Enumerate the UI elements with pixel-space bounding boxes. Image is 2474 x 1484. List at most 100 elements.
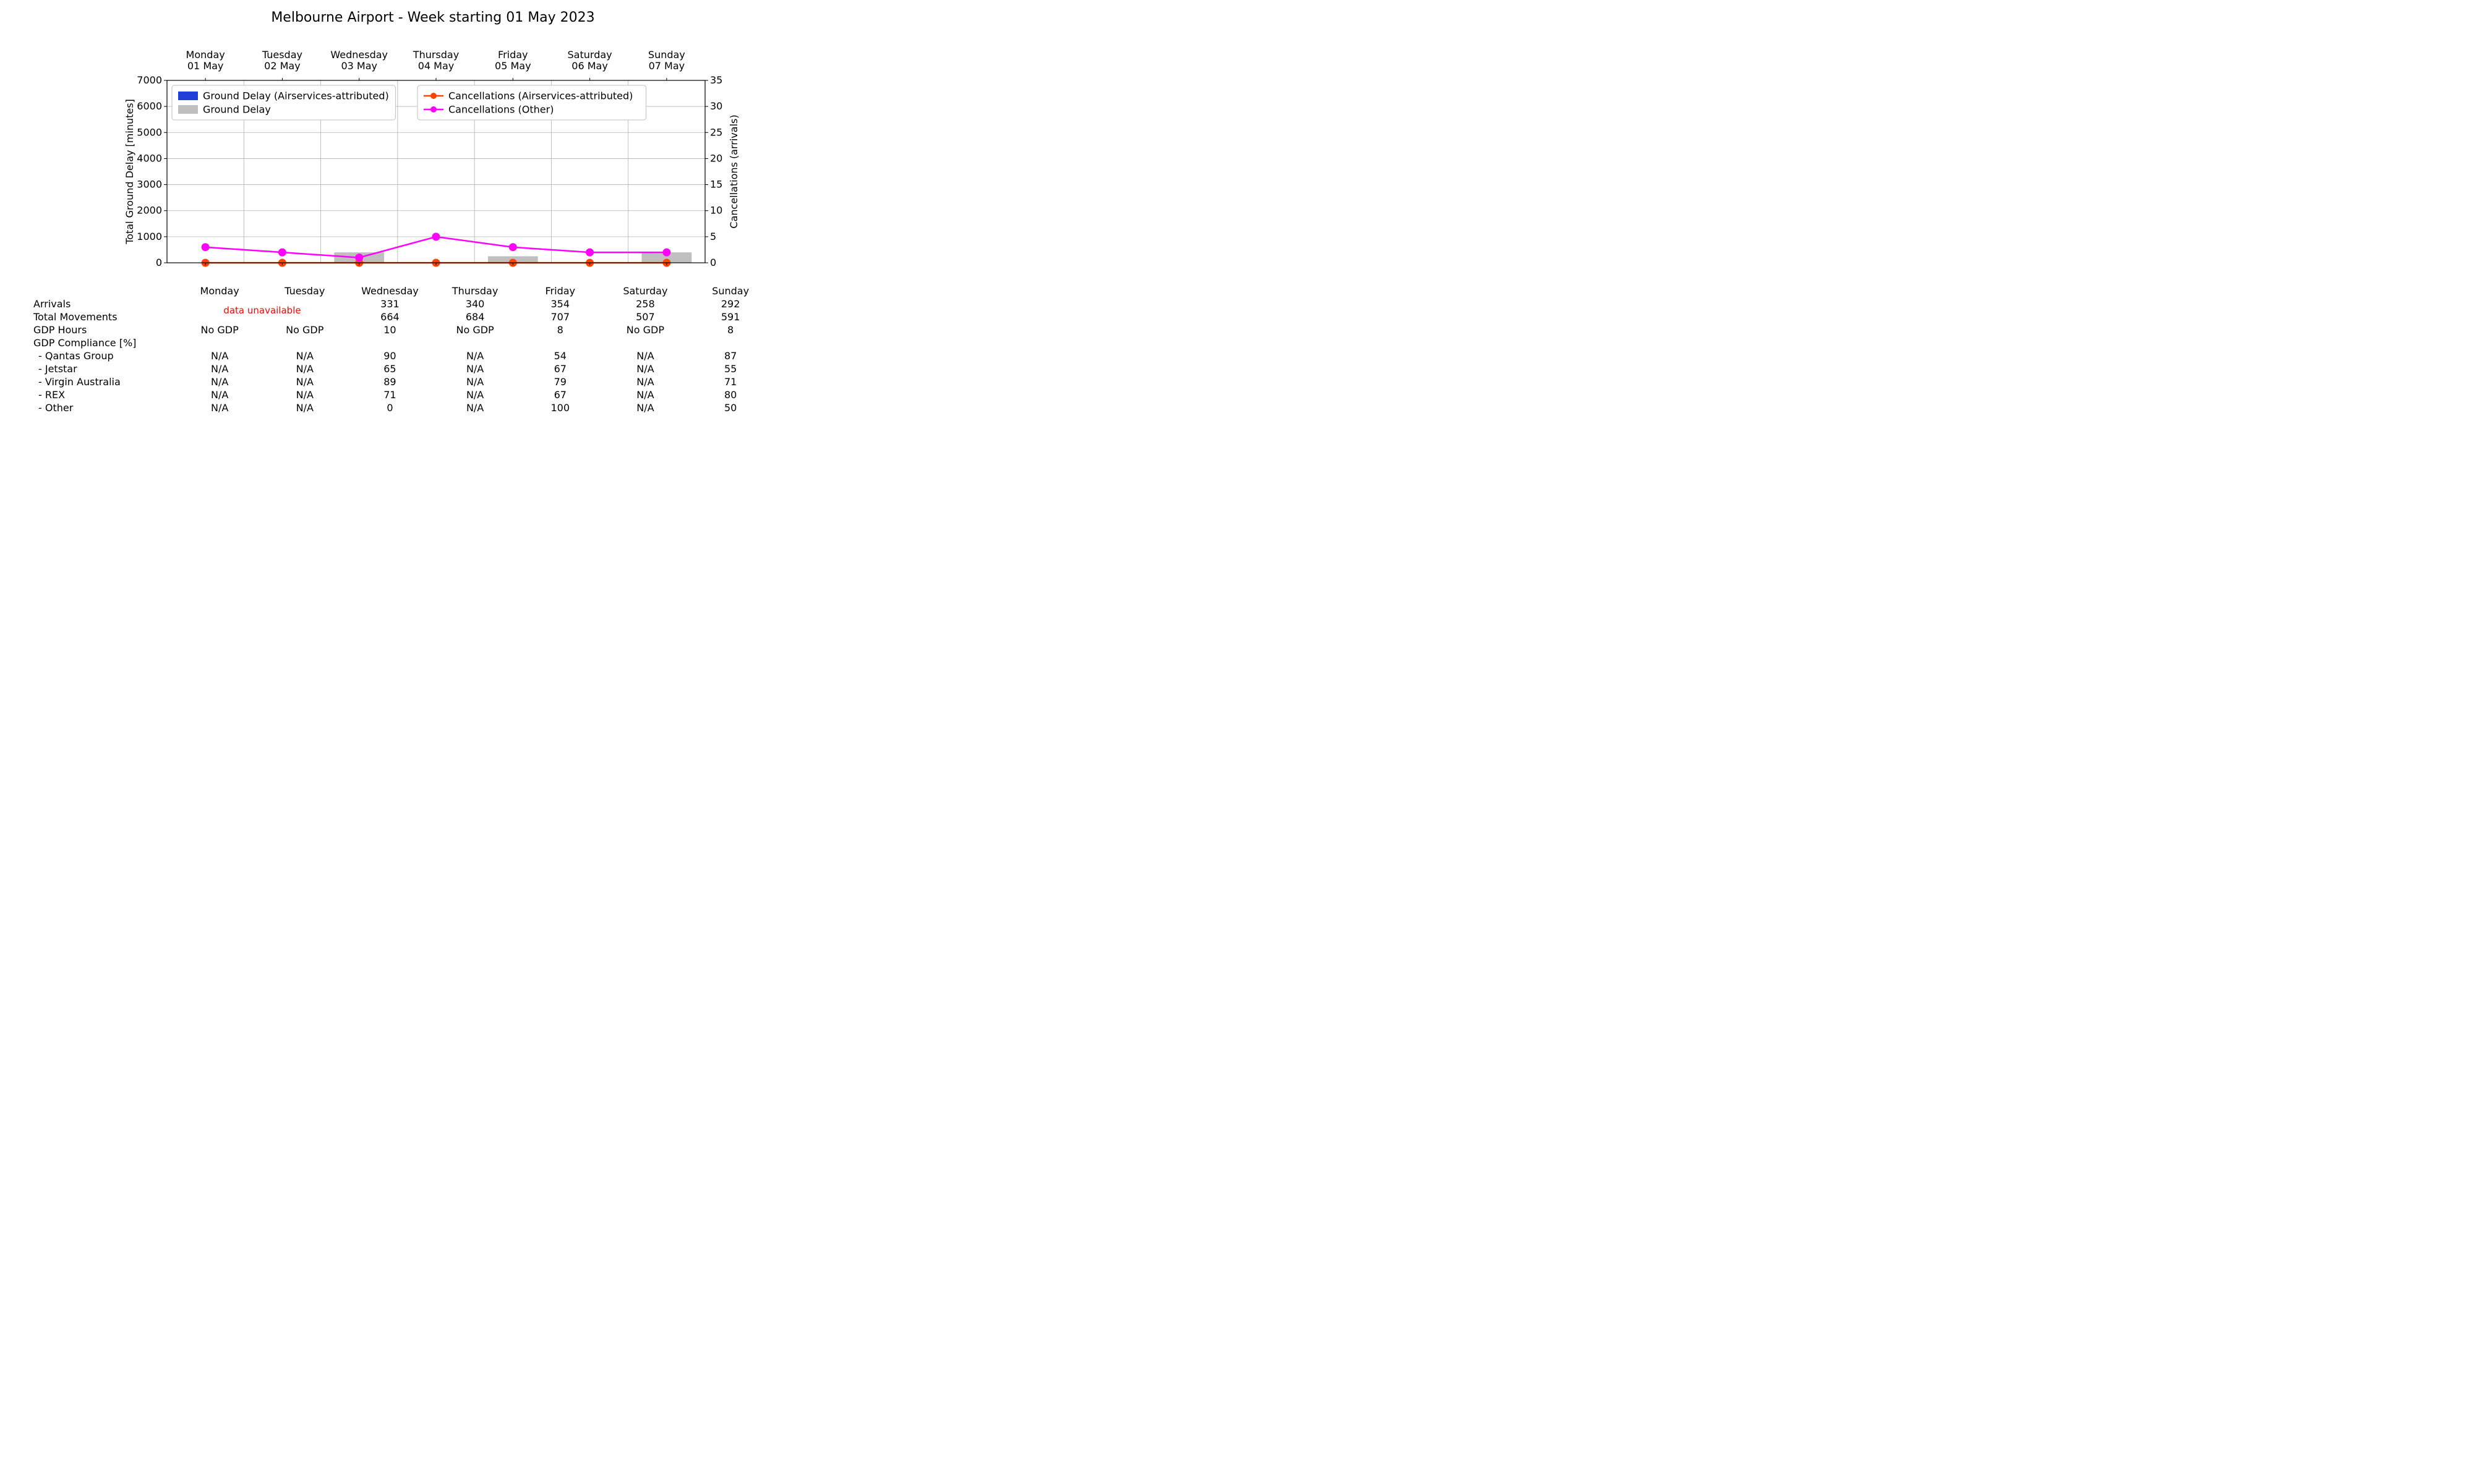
table-row: - Virgin AustraliaN/AN/A89N/A79N/A71	[31, 375, 773, 388]
table-col-header: Wednesday	[348, 284, 433, 297]
svg-text:Ground Delay (Airservices-attr: Ground Delay (Airservices-attributed)	[203, 90, 389, 102]
table-row: Arrivalsdata unavailable331340354258292	[31, 297, 773, 310]
table-cell: N/A	[603, 388, 688, 401]
table-row-label: Total Movements	[31, 310, 177, 323]
table-cell: N/A	[603, 349, 688, 362]
table-row-label: Arrivals	[31, 297, 177, 310]
table-row-label: GDP Hours	[31, 323, 177, 336]
table-row: - REXN/AN/A71N/A67N/A80	[31, 388, 773, 401]
chart-container: 0100020003000400050006000700005101520253…	[118, 43, 748, 284]
svg-text:2000: 2000	[137, 205, 162, 216]
svg-text:0: 0	[156, 257, 162, 268]
table-cell: 65	[348, 362, 433, 375]
table-cell: No GDP	[432, 323, 518, 336]
data-table-area: MondayTuesdayWednesdayThursdayFridaySatu…	[31, 284, 773, 414]
data-unavailable-cell: data unavailable	[177, 297, 347, 323]
svg-text:03 May: 03 May	[341, 60, 377, 72]
svg-text:Monday: Monday	[186, 49, 225, 61]
table-cell	[348, 336, 433, 349]
table-row-label: - Qantas Group	[31, 349, 177, 362]
svg-text:3000: 3000	[137, 179, 162, 190]
page-root: Melbourne Airport - Week starting 01 May…	[0, 0, 866, 519]
table-cell: 0	[348, 401, 433, 414]
table-row: Total Movements 664684707507591	[31, 310, 773, 323]
table-cell: 664	[348, 310, 433, 323]
table-cell: N/A	[177, 375, 262, 388]
table-cell: 684	[432, 310, 518, 323]
table-cell: N/A	[262, 375, 348, 388]
table-row: - JetstarN/AN/A65N/A67N/A55	[31, 362, 773, 375]
table-cell: N/A	[432, 375, 518, 388]
table-cell: N/A	[262, 362, 348, 375]
table-cell: No GDP	[262, 323, 348, 336]
table-cell: 55	[688, 362, 773, 375]
table-row-label: - REX	[31, 388, 177, 401]
table-cell: N/A	[603, 362, 688, 375]
table-cell	[177, 336, 262, 349]
svg-text:05 May: 05 May	[495, 60, 531, 72]
table-row: - Qantas GroupN/AN/A90N/A54N/A87	[31, 349, 773, 362]
svg-text:Ground Delay: Ground Delay	[203, 104, 271, 116]
table-cell: 87	[688, 349, 773, 362]
table-cell	[688, 336, 773, 349]
table-row-label: - Virgin Australia	[31, 375, 177, 388]
svg-text:20: 20	[710, 152, 722, 164]
table-cell: N/A	[262, 349, 348, 362]
svg-text:01 May: 01 May	[187, 60, 224, 72]
svg-text:Saturday: Saturday	[568, 49, 612, 61]
table-cell: N/A	[603, 375, 688, 388]
table-row-label: - Other	[31, 401, 177, 414]
table-cell	[603, 336, 688, 349]
table-cell: N/A	[432, 362, 518, 375]
svg-text:25: 25	[710, 126, 722, 138]
table-col-header: Monday	[177, 284, 262, 297]
table-cell: 80	[688, 388, 773, 401]
table-cell: 707	[518, 310, 603, 323]
table-cell: 354	[518, 297, 603, 310]
svg-text:7000: 7000	[137, 74, 162, 86]
table-cell: 71	[688, 375, 773, 388]
svg-text:06 May: 06 May	[571, 60, 608, 72]
table-cell: 67	[518, 362, 603, 375]
table-cell: 258	[603, 297, 688, 310]
svg-text:Friday: Friday	[498, 49, 528, 61]
svg-text:Cancellations (Airservices-att: Cancellations (Airservices-attributed)	[448, 90, 633, 102]
table-col-header: Sunday	[688, 284, 773, 297]
table-cell: 507	[603, 310, 688, 323]
table-cell: N/A	[603, 401, 688, 414]
table-corner	[31, 284, 177, 297]
table-cell: 54	[518, 349, 603, 362]
svg-text:Sunday: Sunday	[648, 49, 685, 61]
svg-text:5: 5	[710, 231, 716, 242]
table-cell: N/A	[432, 388, 518, 401]
table-cell: N/A	[432, 349, 518, 362]
svg-text:Wednesday: Wednesday	[330, 49, 388, 61]
table-cell: 67	[518, 388, 603, 401]
table-cell: 591	[688, 310, 773, 323]
table-cell: 90	[348, 349, 433, 362]
table-cell: 50	[688, 401, 773, 414]
svg-text:02 May: 02 May	[264, 60, 301, 72]
svg-text:Total Ground Delay [minutes]: Total Ground Delay [minutes]	[124, 99, 135, 245]
svg-text:0: 0	[710, 257, 716, 268]
svg-text:35: 35	[710, 74, 722, 86]
table-row: - OtherN/AN/A0N/A100N/A50	[31, 401, 773, 414]
table-cell: 79	[518, 375, 603, 388]
table-col-header: Tuesday	[262, 284, 348, 297]
table-row-label: - Jetstar	[31, 362, 177, 375]
table-cell: 10	[348, 323, 433, 336]
table-cell: N/A	[262, 388, 348, 401]
table-cell: 292	[688, 297, 773, 310]
svg-text:1000: 1000	[137, 231, 162, 242]
chart-svg: 0100020003000400050006000700005101520253…	[118, 43, 748, 284]
table-cell: 89	[348, 375, 433, 388]
svg-text:Cancellations (Other): Cancellations (Other)	[448, 104, 554, 116]
table-row: GDP Compliance [%]	[31, 336, 773, 349]
table-cell: 100	[518, 401, 603, 414]
table-cell: N/A	[177, 401, 262, 414]
table-cell: No GDP	[603, 323, 688, 336]
svg-text:5000: 5000	[137, 126, 162, 138]
chart-title: Melbourne Airport - Week starting 01 May…	[0, 10, 866, 25]
table-cell: N/A	[432, 401, 518, 414]
table-row: GDP HoursNo GDPNo GDP10No GDP8No GDP8	[31, 323, 773, 336]
